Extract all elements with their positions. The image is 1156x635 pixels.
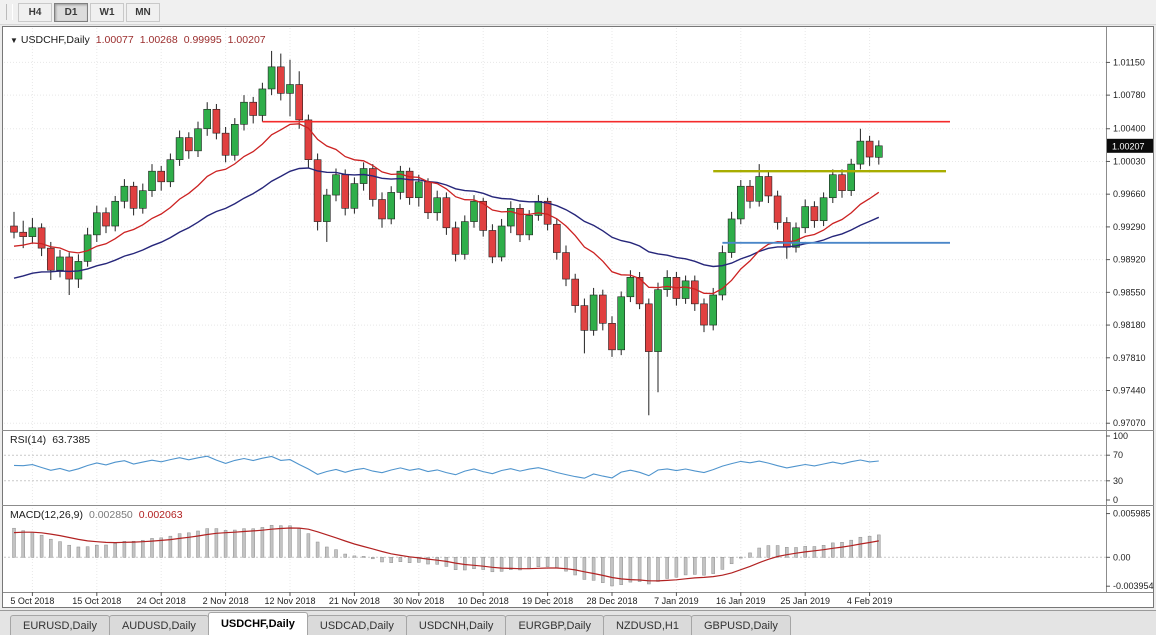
svg-text:30: 30 (1113, 476, 1123, 486)
gridlines (4, 28, 1106, 592)
svg-text:2 Nov 2018: 2 Nov 2018 (203, 596, 249, 606)
svg-text:0.98550: 0.98550 (1113, 287, 1146, 297)
toolbar-grip[interactable] (6, 4, 13, 20)
svg-text:0.97440: 0.97440 (1113, 386, 1146, 396)
chart-tab-eurusd[interactable]: EURUSD,Daily (10, 615, 110, 635)
chart-tab-gbpusd[interactable]: GBPUSD,Daily (690, 615, 791, 635)
svg-text:12 Nov 2018: 12 Nov 2018 (264, 596, 315, 606)
horizontal-line-objects[interactable] (262, 120, 950, 244)
svg-text:1.00780: 1.00780 (1113, 90, 1146, 100)
chart-canvas[interactable]: 1.01150 1.00780 1.00400 1.00030 0.99660 0.992… (2, 26, 1154, 608)
svg-text:1.00207: 1.00207 (1112, 141, 1145, 151)
macd-signal-line (13, 527, 879, 582)
timeframe-button-h4[interactable]: H4 (18, 2, 52, 22)
svg-text:21 Nov 2018: 21 Nov 2018 (329, 596, 380, 606)
svg-text:28 Dec 2018: 28 Dec 2018 (586, 596, 637, 606)
time-scale[interactable]: 5 Oct 2018 15 Oct 2018 24 Oct 2018 2 Nov 20… (10, 592, 892, 606)
svg-text:5 Oct 2018: 5 Oct 2018 (10, 596, 54, 606)
rsi-line (13, 455, 879, 479)
panel-frames (2, 26, 1154, 608)
svg-text:0.99290: 0.99290 (1113, 222, 1146, 232)
svg-text:0.00: 0.00 (1113, 552, 1131, 562)
svg-text:15 Oct 2018: 15 Oct 2018 (72, 596, 121, 606)
svg-text:16 Jan 2019: 16 Jan 2019 (716, 596, 766, 606)
svg-text:0.98180: 0.98180 (1113, 320, 1146, 330)
ma-slow-line (13, 167, 880, 279)
svg-text:0.97810: 0.97810 (1113, 353, 1146, 363)
svg-text:0: 0 (1113, 495, 1118, 505)
svg-text:24 Oct 2018: 24 Oct 2018 (137, 596, 186, 606)
svg-text:0.99660: 0.99660 (1113, 189, 1146, 199)
chart-tab-eurgbp[interactable]: EURGBP,Daily (505, 615, 604, 635)
moving-averages (13, 123, 880, 295)
svg-text:1.00400: 1.00400 (1113, 124, 1146, 134)
chart-tab-usdchf[interactable]: USDCHF,Daily (207, 612, 308, 635)
svg-text:0.005985: 0.005985 (1113, 509, 1151, 519)
chart-window: 1.01150 1.00780 1.00400 1.00030 0.99660 0.992… (2, 26, 1154, 608)
chart-tab-nzdusd[interactable]: NZDUSD,H1 (602, 615, 692, 635)
svg-text:100: 100 (1113, 431, 1128, 441)
svg-text:1.00030: 1.00030 (1113, 156, 1146, 166)
timeframe-button-mn[interactable]: MN (126, 2, 160, 22)
price-scale[interactable]: 1.01150 1.00780 1.00400 1.00030 0.99660 0.992… (1106, 57, 1154, 591)
svg-text:-0.003954: -0.003954 (1113, 581, 1154, 591)
chart-tab-usdcnh[interactable]: USDCNH,Daily (405, 615, 507, 635)
svg-text:70: 70 (1113, 450, 1123, 460)
macd-indicator (12, 524, 881, 587)
svg-text:0.98920: 0.98920 (1113, 255, 1146, 265)
timeframe-toolbar: H4 D1 W1 MN (0, 0, 1156, 25)
ma-fast-line (13, 123, 880, 295)
timeframe-button-d1[interactable]: D1 (54, 2, 88, 22)
svg-text:25 Jan 2019: 25 Jan 2019 (780, 596, 830, 606)
svg-text:10 Dec 2018: 10 Dec 2018 (458, 596, 509, 606)
svg-text:1.01150: 1.01150 (1113, 57, 1145, 67)
chart-tab-usdcad[interactable]: USDCAD,Daily (306, 615, 407, 635)
candlesticks (10, 50, 883, 416)
svg-text:7 Jan 2019: 7 Jan 2019 (654, 596, 699, 606)
svg-text:30 Nov 2018: 30 Nov 2018 (393, 596, 444, 606)
svg-text:4 Feb 2019: 4 Feb 2019 (847, 596, 893, 606)
svg-text:19 Dec 2018: 19 Dec 2018 (522, 596, 573, 606)
svg-text:0.97070: 0.97070 (1113, 418, 1146, 428)
current-price-tag: 1.00207 (1107, 138, 1153, 153)
chart-tab-audusd[interactable]: AUDUSD,Daily (108, 615, 209, 635)
rsi-indicator (13, 455, 879, 479)
timeframe-button-w1[interactable]: W1 (90, 2, 124, 22)
chart-tab-bar: EURUSD,Daily AUDUSD,Daily USDCHF,Daily U… (0, 610, 1156, 635)
panel-splitters[interactable] (2, 430, 1154, 506)
